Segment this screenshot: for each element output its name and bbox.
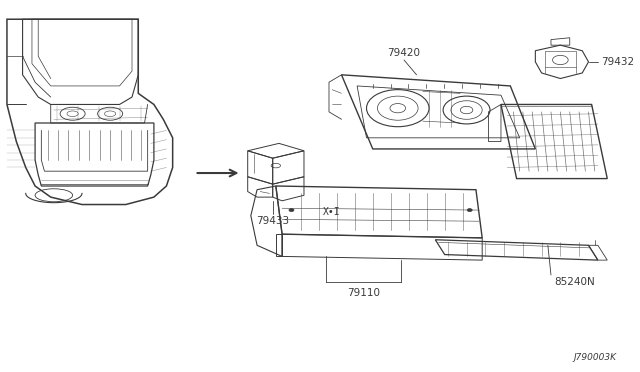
Text: 79432: 79432: [601, 57, 634, 67]
Text: X•I: X•I: [323, 207, 341, 217]
Text: J790003K: J790003K: [573, 353, 617, 362]
Ellipse shape: [467, 209, 472, 212]
Text: 79110: 79110: [347, 288, 380, 298]
Text: 79420: 79420: [388, 48, 420, 58]
Ellipse shape: [289, 209, 294, 212]
Text: 79433: 79433: [256, 216, 289, 226]
Text: 85240N: 85240N: [554, 277, 595, 287]
